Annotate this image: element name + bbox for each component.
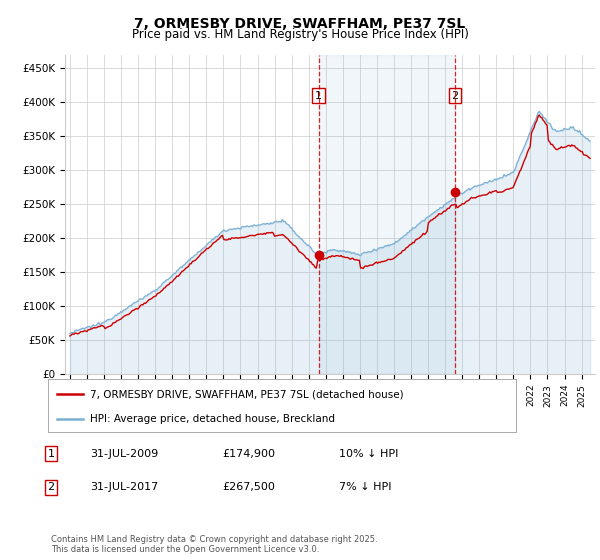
Text: £174,900: £174,900 xyxy=(222,449,275,459)
Bar xyxy=(319,55,455,374)
Text: Price paid vs. HM Land Registry's House Price Index (HPI): Price paid vs. HM Land Registry's House … xyxy=(131,28,469,41)
Text: £267,500: £267,500 xyxy=(222,482,275,492)
Text: 1: 1 xyxy=(47,449,55,459)
Text: 2: 2 xyxy=(47,482,55,492)
Text: Contains HM Land Registry data © Crown copyright and database right 2025.
This d: Contains HM Land Registry data © Crown c… xyxy=(51,535,377,554)
Text: 31-JUL-2009: 31-JUL-2009 xyxy=(90,449,158,459)
Text: 10% ↓ HPI: 10% ↓ HPI xyxy=(339,449,398,459)
Text: 1: 1 xyxy=(315,91,322,101)
Text: 7, ORMESBY DRIVE, SWAFFHAM, PE37 7SL: 7, ORMESBY DRIVE, SWAFFHAM, PE37 7SL xyxy=(134,17,466,31)
Text: 31-JUL-2017: 31-JUL-2017 xyxy=(90,482,158,492)
Text: 7, ORMESBY DRIVE, SWAFFHAM, PE37 7SL (detached house): 7, ORMESBY DRIVE, SWAFFHAM, PE37 7SL (de… xyxy=(90,389,404,399)
Text: 2: 2 xyxy=(451,91,458,101)
Text: HPI: Average price, detached house, Breckland: HPI: Average price, detached house, Brec… xyxy=(90,414,335,424)
Text: 7% ↓ HPI: 7% ↓ HPI xyxy=(339,482,391,492)
